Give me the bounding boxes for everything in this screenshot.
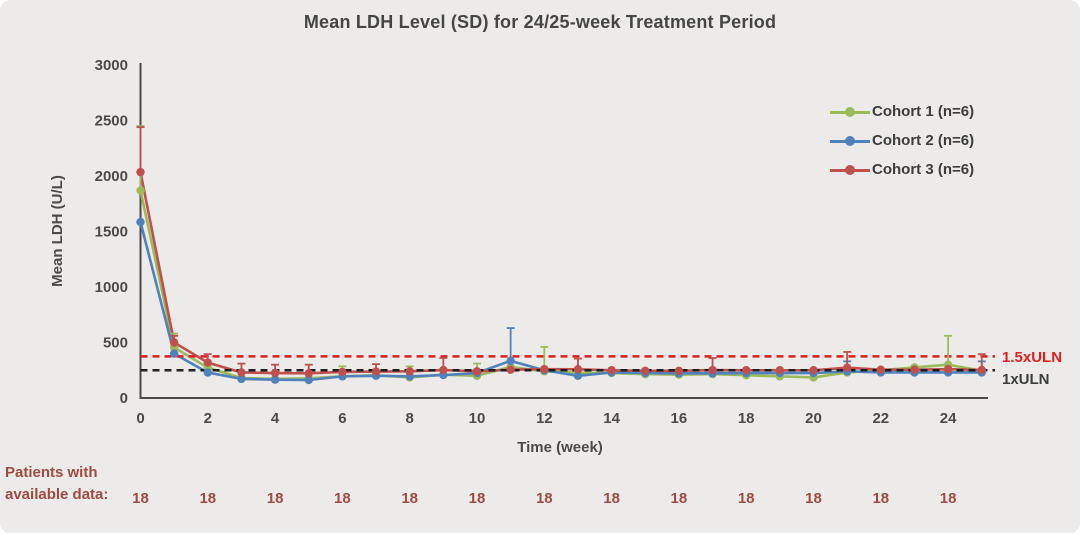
ref-label-1x-uln: 1xULN [1002, 371, 1050, 388]
x-axis-label: Time (week) [517, 439, 603, 456]
data-point-cohort-2 [169, 349, 179, 358]
patients-count: 18 [199, 490, 216, 507]
patients-label-line2: available data: [5, 486, 109, 503]
data-point-cohort-3 [439, 365, 448, 375]
data-point-cohort-3 [943, 364, 953, 374]
patients-count: 18 [940, 490, 957, 507]
data-point-cohort-3 [136, 167, 145, 177]
data-point-cohort-3 [842, 363, 852, 372]
data-point-cohort-3 [809, 366, 818, 375]
x-tick-label: 10 [469, 410, 486, 427]
y-tick-label: 3000 [95, 57, 128, 74]
patients-count: 18 [671, 490, 688, 507]
patients-count: 18 [334, 490, 351, 507]
data-point-cohort-3 [371, 367, 381, 376]
series-line-1 [139, 190, 982, 381]
patients-count: 18 [872, 490, 889, 507]
patients-label-line1: Patients with [5, 464, 98, 481]
x-tick-label: 12 [536, 410, 553, 427]
data-point-cohort-3 [910, 365, 919, 374]
data-point-cohort-2 [304, 375, 313, 385]
data-point-cohort-1 [136, 186, 145, 195]
y-tick-label: 0 [120, 390, 128, 407]
x-tick-label: 8 [406, 410, 414, 427]
data-point-cohort-3 [304, 369, 313, 378]
legend-label: Cohort 2 (n=6) [872, 132, 975, 149]
data-point-cohort-2 [506, 356, 515, 366]
x-tick-label: 18 [738, 410, 755, 427]
x-tick-label: 22 [872, 410, 889, 427]
data-point-cohort-3 [641, 366, 650, 376]
legend-dot [845, 164, 855, 175]
data-point-cohort-3 [237, 368, 246, 377]
patients-count: 18 [805, 490, 822, 507]
patients-count: 18 [267, 490, 284, 507]
y-tick-label: 2000 [95, 168, 128, 185]
data-point-cohort-3 [472, 367, 482, 376]
patients-count: 18 [401, 490, 418, 507]
series-line-3 [139, 171, 982, 375]
y-tick-label: 2500 [95, 113, 128, 130]
data-point-cohort-2 [237, 374, 246, 384]
data-point-cohort-3 [708, 365, 717, 375]
chart-title: Mean LDH Level (SD) for 24/25-week Treat… [303, 12, 777, 32]
data-point-cohort-3 [540, 364, 549, 374]
legend-item-cohort-1: Cohort 1 (n=6) [830, 97, 974, 126]
legend-label: Cohort 3 (n=6) [872, 161, 975, 178]
data-point-cohort-2 [203, 368, 212, 377]
y-tick-label: 1000 [95, 279, 128, 296]
x-tick-label: 24 [940, 410, 957, 427]
data-point-cohort-3 [405, 367, 414, 376]
data-point-cohort-3 [876, 365, 885, 374]
data-point-cohort-3 [203, 358, 212, 367]
ref-label-1-5x-uln: 1.5xULN [1002, 349, 1062, 366]
data-point-cohort-3 [674, 366, 684, 376]
legend-item-cohort-2: Cohort 2 (n=6) [830, 126, 974, 155]
x-tick-label: 14 [603, 410, 620, 427]
x-tick-label: 6 [338, 410, 346, 427]
legend-dot [845, 135, 855, 146]
patients-count: 18 [536, 490, 553, 507]
patients-count: 18 [603, 490, 620, 507]
y-axis-label: Mean LDH (U/L) [49, 175, 66, 287]
data-point-cohort-2 [573, 371, 583, 380]
x-tick-label: 0 [136, 410, 144, 427]
data-point-cohort-3 [573, 365, 583, 374]
legend-dot [845, 106, 855, 117]
legend-item-cohort-3: Cohort 3 (n=6) [830, 155, 974, 184]
x-tick-label: 20 [805, 410, 822, 427]
data-point-cohort-2 [270, 375, 280, 384]
data-point-cohort-3 [338, 367, 347, 377]
data-point-cohort-2 [136, 217, 145, 227]
patients-count: 18 [132, 490, 149, 507]
x-tick-label: 2 [204, 410, 212, 427]
patients-count: 18 [738, 490, 755, 507]
data-point-cohort-3 [607, 366, 616, 375]
legend-marker-icon [830, 135, 870, 146]
data-point-cohort-3 [270, 368, 280, 378]
legend-marker-icon [830, 106, 870, 117]
x-tick-label: 4 [271, 410, 280, 427]
data-point-cohort-3 [169, 338, 179, 347]
patients-count: 18 [469, 490, 486, 507]
data-point-cohort-3 [977, 365, 986, 375]
data-point-cohort-3 [742, 366, 751, 375]
x-tick-label: 16 [671, 410, 688, 427]
chart-legend: Cohort 1 (n=6) Cohort 2 (n=6) Cohort 3 (n=… [830, 97, 974, 184]
y-tick-label: 500 [103, 335, 128, 352]
legend-label: Cohort 1 (n=6) [872, 103, 975, 120]
legend-marker-icon [830, 164, 870, 175]
data-point-cohort-3 [775, 366, 785, 375]
y-tick-label: 1500 [95, 224, 128, 241]
data-point-cohort-3 [506, 365, 515, 374]
series-line-2 [139, 221, 982, 382]
